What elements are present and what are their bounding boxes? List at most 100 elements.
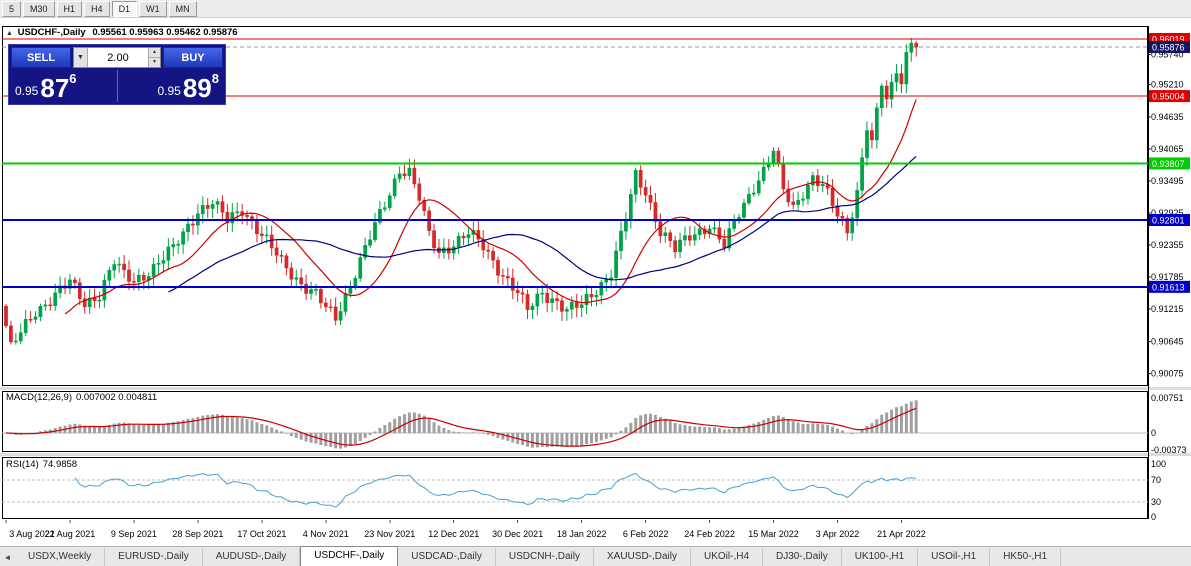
sell-price-point: 6 xyxy=(69,71,77,86)
macd-signal-line xyxy=(5,407,917,447)
tab-dj30-daily[interactable]: DJ30-,Daily xyxy=(763,548,842,566)
tab-uk100-h1[interactable]: UK100-,H1 xyxy=(842,548,919,566)
rsi-value: 74.9858 xyxy=(42,459,78,470)
svg-text:0.93807: 0.93807 xyxy=(1152,159,1185,169)
tab-hk50-h1[interactable]: HK50-,H1 xyxy=(990,548,1062,566)
svg-text:21 Apr 2022: 21 Apr 2022 xyxy=(877,529,926,539)
tabs-scroll-left-icon[interactable]: ◄ xyxy=(3,553,12,562)
svg-text:3 Apr 2022: 3 Apr 2022 xyxy=(816,529,860,539)
timeframe-button-h1[interactable]: H1 xyxy=(56,0,83,17)
tab-audusd-daily[interactable]: AUDUSD-,Daily xyxy=(203,548,301,566)
tab-eurusd-daily[interactable]: EURUSD-,Daily xyxy=(105,548,203,566)
indicator-axis: 0.00751 0 -0.00373 100 70 30 0 xyxy=(1151,393,1187,522)
volume-control: ▼ ▲ ▼ xyxy=(73,47,161,68)
svg-text:0.92801: 0.92801 xyxy=(1152,216,1185,226)
timeframe-button-d1[interactable]: D1 xyxy=(111,0,138,17)
svg-text:17 Oct 2021: 17 Oct 2021 xyxy=(237,529,286,539)
trade-panel-controls: SELL ▼ ▲ ▼ BUY xyxy=(11,47,223,68)
svg-text:0.95210: 0.95210 xyxy=(1151,80,1184,90)
timeframe-button-h4[interactable]: H4 xyxy=(84,0,110,17)
svg-text:0.91613: 0.91613 xyxy=(1152,282,1185,292)
svg-text:0.93495: 0.93495 xyxy=(1151,176,1184,186)
svg-text:15 Mar 2022: 15 Mar 2022 xyxy=(748,529,799,539)
volume-spinner: ▲ ▼ xyxy=(148,48,160,67)
rsi-line xyxy=(74,472,917,508)
svg-text:0.92925: 0.92925 xyxy=(1151,208,1184,218)
volume-down-icon[interactable]: ▼ xyxy=(149,58,160,67)
svg-text:22 Aug 2021: 22 Aug 2021 xyxy=(45,529,96,539)
tab-xauusd-daily[interactable]: XAUUSD-,Daily xyxy=(594,548,691,566)
svg-text:0.90645: 0.90645 xyxy=(1151,336,1184,346)
svg-text:0.94635: 0.94635 xyxy=(1151,112,1184,122)
svg-text:30 Dec 2021: 30 Dec 2021 xyxy=(492,529,543,539)
chart-title-symbol: USDCHF-,Daily xyxy=(17,27,86,38)
tab-usoil-h1[interactable]: USOil-,H1 xyxy=(918,548,991,566)
timeframe-button-mn[interactable]: MN xyxy=(168,0,197,17)
chart-tabs-bar: ◄ USDX,Weekly EURUSD-,Daily AUDUSD-,Daily US… xyxy=(0,546,1191,566)
chart-canvas[interactable]: 0.95740 0.95210 0.94635 0.94065 0.93495 0.929… xyxy=(0,0,1191,546)
macd-name: MACD(12,26,9) xyxy=(6,392,72,403)
timeframe-button-m30[interactable]: M30 xyxy=(23,0,55,17)
svg-text:24 Feb 2022: 24 Feb 2022 xyxy=(684,529,735,539)
svg-text:4 Nov 2021: 4 Nov 2021 xyxy=(303,529,349,539)
trade-panel-prices: 0.95 87 6 0.95 89 8 xyxy=(11,70,223,102)
buy-button[interactable]: BUY xyxy=(163,47,223,68)
svg-text:12 Dec 2021: 12 Dec 2021 xyxy=(428,529,479,539)
buy-price-point: 8 xyxy=(211,71,219,86)
volume-dropdown-icon[interactable]: ▼ xyxy=(74,48,88,67)
tab-usdcnh-daily[interactable]: USDCNH-,Daily xyxy=(496,548,594,566)
svg-text:6 Feb 2022: 6 Feb 2022 xyxy=(623,529,669,539)
sell-button[interactable]: SELL xyxy=(11,47,71,68)
svg-text:0.96019: 0.96019 xyxy=(1152,34,1185,44)
svg-text:0.00751: 0.00751 xyxy=(1151,393,1184,403)
svg-text:0.91215: 0.91215 xyxy=(1151,304,1184,314)
svg-text:28 Sep 2021: 28 Sep 2021 xyxy=(172,529,223,539)
svg-text:0.95004: 0.95004 xyxy=(1152,92,1185,102)
sell-price-pips: 87 xyxy=(40,73,70,103)
svg-text:0.94065: 0.94065 xyxy=(1151,144,1184,154)
tab-usdcad-daily[interactable]: USDCAD-,Daily xyxy=(398,548,496,566)
svg-text:23 Nov 2021: 23 Nov 2021 xyxy=(364,529,415,539)
svg-text:0.95876: 0.95876 xyxy=(1152,43,1185,53)
svg-text:0.95740: 0.95740 xyxy=(1151,50,1184,60)
sell-price[interactable]: 0.95 87 6 xyxy=(11,70,117,102)
macd-histogram xyxy=(2,400,1148,449)
timeframe-toolbar: 5 M30 H1 H4 D1 W1 MN xyxy=(0,0,1191,18)
rsi-name: RSI(14) xyxy=(6,459,39,470)
svg-text:0.90075: 0.90075 xyxy=(1151,368,1184,378)
volume-input[interactable] xyxy=(88,48,148,67)
tab-usdx-weekly[interactable]: USDX,Weekly xyxy=(15,548,106,566)
buy-price[interactable]: 0.95 89 8 xyxy=(116,70,224,103)
one-click-collapse-icon[interactable]: ▲ xyxy=(6,30,13,37)
svg-text:0: 0 xyxy=(1151,512,1156,522)
price-axis[interactable]: 0.95740 0.95210 0.94635 0.94065 0.93495 0.929… xyxy=(1148,26,1190,519)
rsi-pane xyxy=(2,472,1148,508)
svg-text:70: 70 xyxy=(1151,475,1161,485)
pane-borders xyxy=(0,26,1191,519)
timeframe-button-w1[interactable]: W1 xyxy=(139,0,167,17)
svg-text:0.91785: 0.91785 xyxy=(1151,272,1184,282)
tab-ukoil-h4[interactable]: UKOil-,H4 xyxy=(691,548,764,566)
volume-up-icon[interactable]: ▲ xyxy=(149,48,160,58)
macd-label: MACD(12,26,9) 0.007002 0.004811 xyxy=(6,392,157,403)
macd-values: 0.007002 0.004811 xyxy=(76,392,158,403)
buy-price-pips: 89 xyxy=(182,73,212,103)
price-lines-layer xyxy=(2,38,1148,288)
svg-text:0: 0 xyxy=(1151,428,1156,438)
buy-price-prefix: 0.95 xyxy=(157,84,181,98)
svg-text:3 Aug 2021: 3 Aug 2021 xyxy=(9,529,55,539)
rsi-label: RSI(14) 74.9858 xyxy=(6,459,77,470)
svg-text:9 Sep 2021: 9 Sep 2021 xyxy=(111,529,157,539)
svg-text:-0.00373: -0.00373 xyxy=(1151,445,1187,455)
svg-text:0.92355: 0.92355 xyxy=(1151,240,1184,250)
ma-slow-line xyxy=(168,155,917,293)
ma-fast-line xyxy=(64,99,917,315)
chart-title: ▲ USDCHF-,Daily 0.95561 0.95963 0.95462 … xyxy=(6,27,238,38)
timeframe-button-5[interactable]: 5 xyxy=(2,0,22,17)
sell-price-prefix: 0.95 xyxy=(15,84,39,98)
svg-text:18 Jan 2022: 18 Jan 2022 xyxy=(557,529,607,539)
tab-usdchf-daily[interactable]: USDCHF-,Daily xyxy=(300,546,399,566)
